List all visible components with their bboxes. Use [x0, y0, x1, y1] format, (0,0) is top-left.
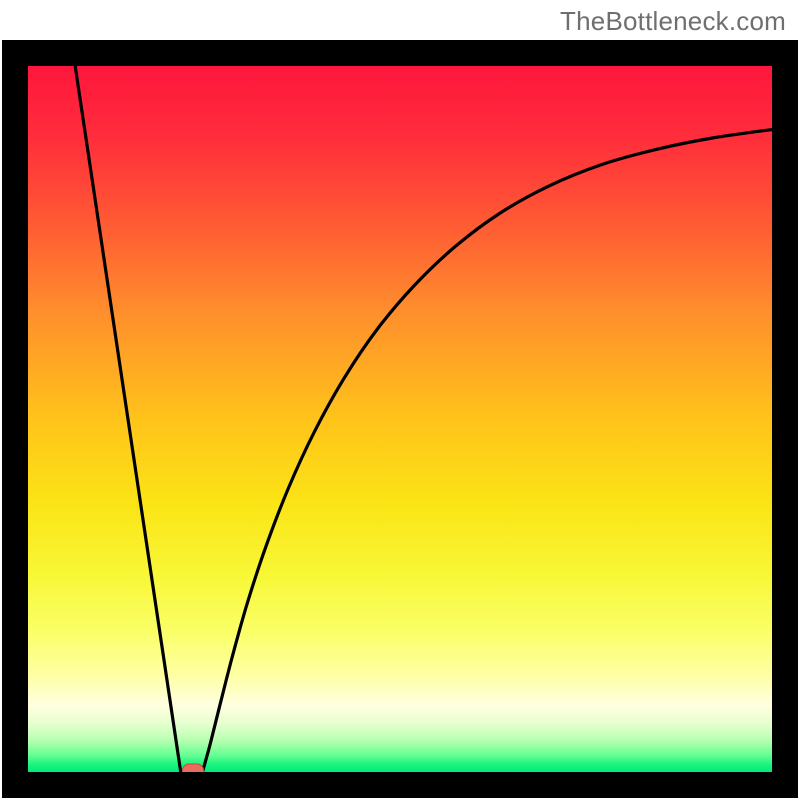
- bottleneck-curve: [74, 66, 772, 771]
- plot-area: [28, 66, 772, 772]
- watermark-text: TheBottleneck.com: [560, 6, 786, 37]
- bottleneck-chart: TheBottleneck.com: [0, 0, 800, 800]
- curve-layer: [28, 66, 772, 772]
